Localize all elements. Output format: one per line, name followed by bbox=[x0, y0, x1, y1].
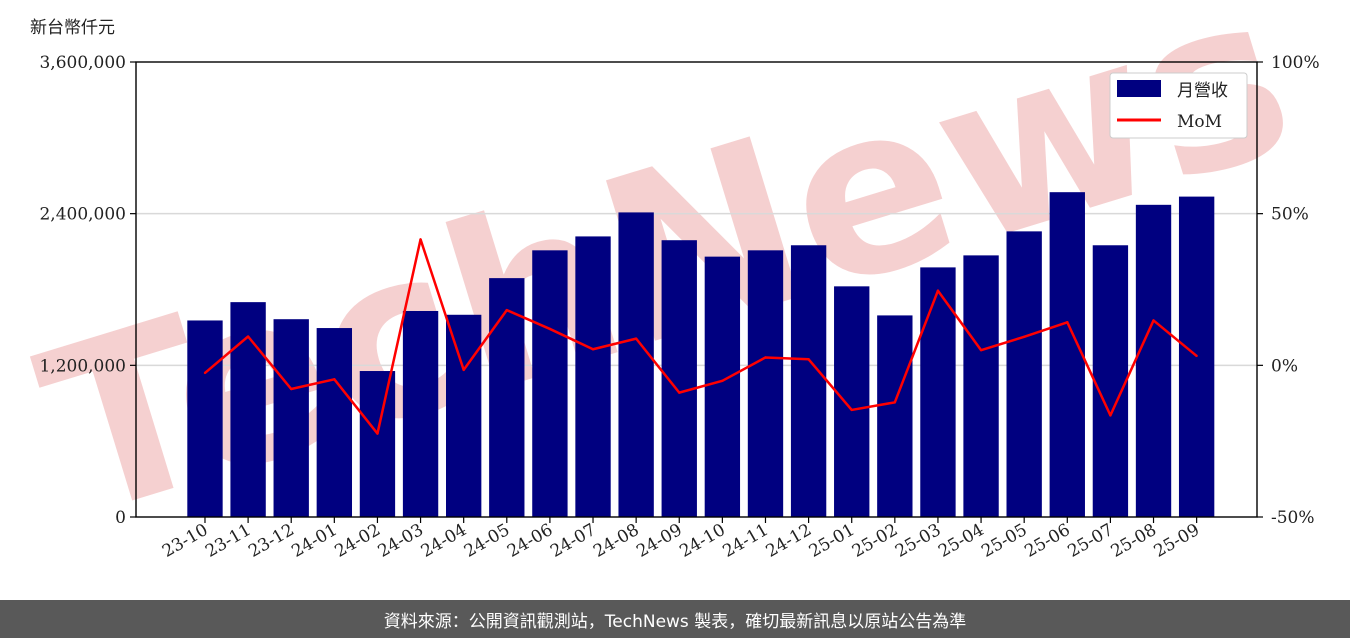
revenue-bar bbox=[963, 255, 999, 517]
left-tick-label: 3,600,000 bbox=[39, 53, 126, 73]
revenue-bar bbox=[230, 302, 266, 517]
mom-point bbox=[376, 432, 379, 435]
legend-label-revenue: 月營收 bbox=[1177, 81, 1228, 101]
mom-point bbox=[936, 289, 940, 292]
x-tick-label: 25-01 bbox=[806, 520, 858, 562]
plot-frame bbox=[135, 61, 1258, 518]
right-axis: -50% 0% 50% 100% bbox=[1257, 53, 1320, 528]
mom-point bbox=[548, 327, 552, 331]
revenue-bar bbox=[877, 315, 913, 517]
right-tick-label: 50% bbox=[1271, 205, 1309, 225]
source-footer: 資料來源：公開資訊觀測站，TechNews 製表，確切最新訊息以原站公告為準 bbox=[0, 600, 1350, 638]
x-tick-label: 25-09 bbox=[1151, 520, 1203, 562]
legend: 月營收 MoM bbox=[1109, 72, 1248, 139]
revenue-bar bbox=[747, 250, 784, 517]
revenue-bar bbox=[273, 319, 309, 517]
x-tick-label: 24-10 bbox=[676, 520, 728, 562]
left-axis: 0 1,200,000 2,400,000 3,600,000 bbox=[39, 53, 136, 528]
x-tick-label: 24-11 bbox=[720, 520, 772, 562]
mom-line bbox=[204, 238, 1198, 435]
x-tick-label: 24-09 bbox=[633, 520, 685, 562]
unit-label: 新台幣仟元 bbox=[30, 18, 115, 38]
revenue-bar bbox=[1092, 245, 1129, 517]
x-tick-label: 24-05 bbox=[461, 520, 513, 562]
mom-point bbox=[979, 348, 983, 352]
x-tick-label: 24-04 bbox=[418, 520, 470, 562]
mom-point bbox=[333, 378, 336, 381]
x-tick-label: 25-06 bbox=[1021, 520, 1073, 562]
revenue-bar bbox=[402, 310, 439, 517]
mom-point bbox=[721, 379, 724, 383]
revenue-bar bbox=[920, 267, 956, 517]
right-tick-label: 100% bbox=[1271, 53, 1320, 73]
revenue-bar bbox=[575, 236, 611, 517]
x-tick-label: 25-02 bbox=[849, 520, 901, 562]
x-tick-label: 25-05 bbox=[978, 520, 1030, 562]
mom-point bbox=[505, 308, 508, 312]
mom-point bbox=[1195, 354, 1198, 358]
mom-point bbox=[203, 371, 207, 375]
revenue-bar bbox=[489, 278, 525, 517]
mom-point bbox=[462, 368, 465, 372]
mom-point bbox=[246, 335, 250, 338]
revenue-bar bbox=[704, 256, 741, 517]
mom-point bbox=[290, 387, 293, 391]
mom-point bbox=[1022, 335, 1026, 339]
x-tick-label: 24-02 bbox=[331, 520, 383, 562]
x-tick-label: 24-03 bbox=[375, 520, 427, 562]
revenue-bar bbox=[532, 250, 568, 517]
mom-point bbox=[807, 358, 810, 361]
mom-point bbox=[1066, 321, 1069, 324]
x-tick-label: 25-03 bbox=[892, 520, 944, 562]
x-tick-label: 24-12 bbox=[763, 520, 815, 562]
footer-text: 資料來源：公開資訊觀測站，TechNews 製表，確切最新訊息以原站公告為準 bbox=[383, 611, 967, 632]
revenue-bar bbox=[790, 245, 827, 517]
x-tick-label: 23-12 bbox=[245, 520, 297, 562]
revenue-bar bbox=[445, 314, 482, 517]
x-tick-label: 24-06 bbox=[504, 520, 556, 562]
left-tick-label: 2,400,000 bbox=[39, 205, 126, 225]
mom-point bbox=[1152, 319, 1155, 322]
revenue-bar bbox=[1049, 192, 1085, 518]
mom-point bbox=[678, 391, 681, 394]
revenue-bar bbox=[359, 371, 396, 517]
mom-point bbox=[764, 356, 767, 359]
legend-label-mom: MoM bbox=[1177, 112, 1222, 132]
revenue-bar bbox=[834, 286, 870, 517]
mom-point bbox=[591, 348, 595, 351]
mom-point bbox=[634, 337, 638, 340]
revenue-bar bbox=[316, 328, 353, 517]
mom-point bbox=[1109, 414, 1112, 417]
bar-series bbox=[187, 192, 1215, 518]
x-tick-label: 25-08 bbox=[1108, 520, 1160, 562]
x-axis: 23-1023-1123-1224-0124-0224-0324-0424-05… bbox=[159, 517, 1203, 562]
x-tick-label: 25-07 bbox=[1064, 520, 1116, 562]
right-tick-label: -50% bbox=[1271, 508, 1315, 528]
legend-bar-swatch bbox=[1117, 80, 1161, 97]
mom-point bbox=[419, 238, 422, 241]
x-tick-label: 24-08 bbox=[590, 520, 642, 562]
mom-point bbox=[850, 408, 853, 412]
revenue-bar bbox=[1006, 231, 1042, 517]
mom-line-series bbox=[203, 238, 1198, 435]
x-tick-label: 24-01 bbox=[288, 520, 340, 562]
left-tick-label: 1,200,000 bbox=[39, 356, 126, 376]
revenue-bar bbox=[187, 320, 223, 517]
mom-point bbox=[893, 401, 897, 404]
revenue-bar bbox=[1135, 204, 1172, 517]
x-tick-label: 25-04 bbox=[935, 520, 987, 562]
x-tick-label: 24-07 bbox=[547, 520, 599, 562]
right-tick-label: 0% bbox=[1271, 356, 1298, 376]
revenue-bar bbox=[618, 212, 654, 517]
left-tick-label: 0 bbox=[115, 508, 126, 528]
